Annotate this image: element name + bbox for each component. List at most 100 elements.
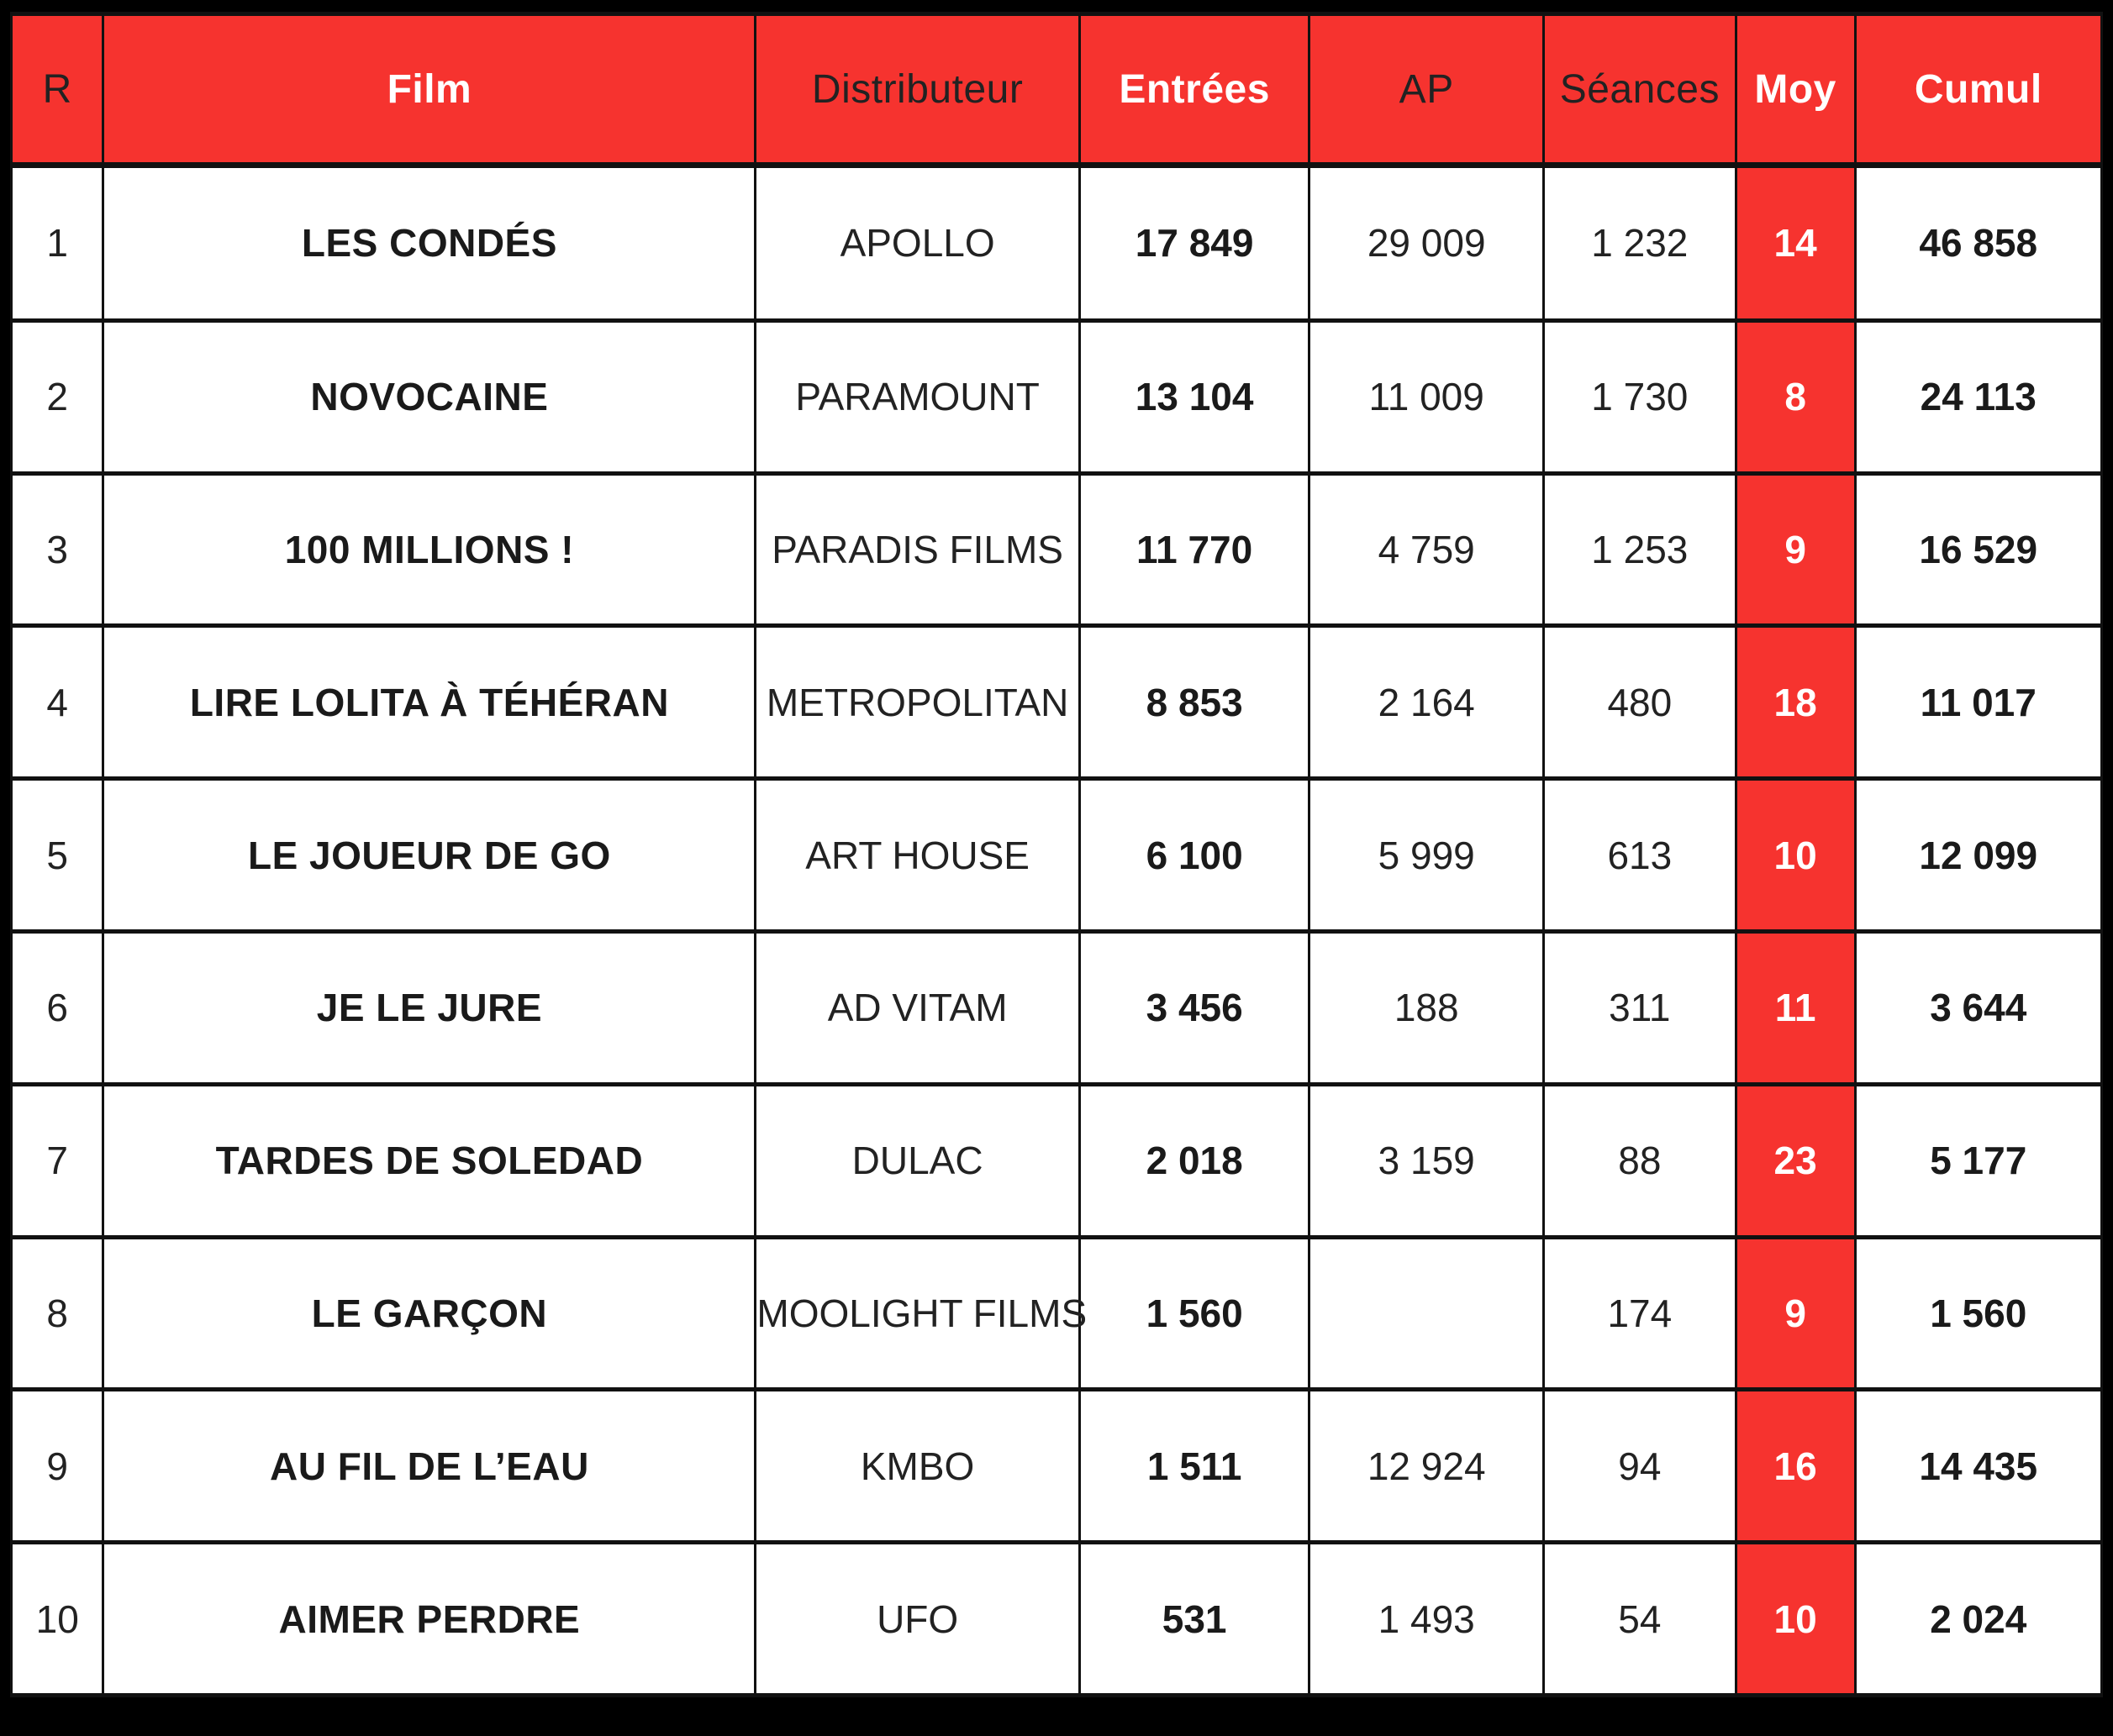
table-row: 4 LIRE LOLITA À TÉHÉRAN METROPOLITAN 8 8…	[9, 623, 2103, 781]
cell-rank: 8	[9, 1234, 105, 1392]
cell-ap: 5 999	[1308, 776, 1545, 934]
table-row: 1 LES CONDÉS APOLLO 17 849 29 009 1 232 …	[9, 163, 2103, 323]
cell-entries: 2 018	[1078, 1081, 1311, 1239]
cell-film: NOVOCAINE	[102, 318, 757, 476]
cell-moy: 23	[1734, 1081, 1857, 1239]
cell-distributor: KMBO	[754, 1387, 1081, 1545]
cell-distributor: METROPOLITAN	[754, 623, 1081, 781]
header-ap: AP	[1308, 12, 1545, 168]
cell-entries: 17 849	[1078, 163, 1311, 323]
cell-film: LIRE LOLITA À TÉHÉRAN	[102, 623, 757, 781]
table-row: 2 NOVOCAINE PARAMOUNT 13 104 11 009 1 73…	[9, 318, 2103, 476]
cell-moy: 8	[1734, 318, 1857, 476]
header-film: Film	[102, 12, 757, 168]
header-entries: Entrées	[1078, 12, 1311, 168]
cell-cumul: 3 644	[1853, 928, 2103, 1086]
cell-cumul: 5 177	[1853, 1081, 2103, 1239]
cell-moy: 16	[1734, 1387, 1857, 1545]
cell-moy: 10	[1734, 1540, 1857, 1697]
cell-rank: 7	[9, 1081, 105, 1239]
table-row: 5 LE JOUEUR DE GO ART HOUSE 6 100 5 999 …	[9, 776, 2103, 934]
cell-cumul: 12 099	[1853, 776, 2103, 934]
cell-moy: 18	[1734, 623, 1857, 781]
header-row: R Film Distributeur Entrées AP Séances M…	[9, 12, 2103, 168]
cell-distributor: UFO	[754, 1540, 1081, 1697]
cell-film: 100 MILLIONS !	[102, 471, 757, 629]
cell-ap: 11 009	[1308, 318, 1545, 476]
cell-rank: 2	[9, 318, 105, 476]
cell-cumul: 16 529	[1853, 471, 2103, 629]
cell-film: AU FIL DE L’EAU	[102, 1387, 757, 1545]
table-body: 1 LES CONDÉS APOLLO 17 849 29 009 1 232 …	[9, 163, 2103, 1697]
cell-ap	[1308, 1234, 1545, 1392]
cell-distributor: PARADIS FILMS	[754, 471, 1081, 629]
table-row: 3 100 MILLIONS ! PARADIS FILMS 11 770 4 …	[9, 471, 2103, 629]
header-cumul: Cumul	[1853, 12, 2103, 168]
cell-seances: 54	[1541, 1540, 1737, 1697]
cell-seances: 1 730	[1541, 318, 1737, 476]
cell-cumul: 14 435	[1853, 1387, 2103, 1545]
header-seances: Séances	[1541, 12, 1737, 168]
cell-entries: 1 560	[1078, 1234, 1311, 1392]
cell-rank: 5	[9, 776, 105, 934]
cell-ap: 29 009	[1308, 163, 1545, 323]
table-row: 8 LE GARÇON MOOLIGHT FILMS 1 560 174 9 1…	[9, 1234, 2103, 1392]
cell-entries: 8 853	[1078, 623, 1311, 781]
cell-rank: 3	[9, 471, 105, 629]
cell-seances: 94	[1541, 1387, 1737, 1545]
cell-cumul: 46 858	[1853, 163, 2103, 323]
cell-moy: 10	[1734, 776, 1857, 934]
cell-cumul: 1 560	[1853, 1234, 2103, 1392]
cell-ap: 2 164	[1308, 623, 1545, 781]
cell-seances: 480	[1541, 623, 1737, 781]
cell-ap: 3 159	[1308, 1081, 1545, 1239]
cell-distributor: MOOLIGHT FILMS	[754, 1234, 1087, 1392]
cell-film: LE JOUEUR DE GO	[102, 776, 757, 934]
cell-ap: 12 924	[1308, 1387, 1545, 1545]
cell-entries: 11 770	[1078, 471, 1311, 629]
cell-distributor: PARAMOUNT	[754, 318, 1081, 476]
cell-film: LE GARÇON	[102, 1234, 757, 1392]
cell-moy: 9	[1734, 1234, 1857, 1392]
cell-seances: 1 253	[1541, 471, 1737, 629]
cell-ap: 188	[1308, 928, 1545, 1086]
cell-seances: 1 232	[1541, 163, 1737, 323]
cell-seances: 311	[1541, 928, 1737, 1086]
cell-rank: 4	[9, 623, 105, 781]
header-moy: Moy	[1734, 12, 1857, 168]
cell-distributor: AD VITAM	[754, 928, 1081, 1086]
table-row: 10 AIMER PERDRE UFO 531 1 493 54 10 2 02…	[9, 1540, 2103, 1697]
cell-cumul: 11 017	[1853, 623, 2103, 781]
cell-entries: 1 511	[1078, 1387, 1311, 1545]
header-rank: R	[9, 12, 105, 168]
cell-seances: 88	[1541, 1081, 1737, 1239]
box-office-table: R Film Distributeur Entrées AP Séances M…	[9, 12, 2103, 1697]
table-row: 6 JE LE JURE AD VITAM 3 456 188 311 11 3…	[9, 928, 2103, 1086]
cell-entries: 6 100	[1078, 776, 1311, 934]
cell-entries: 3 456	[1078, 928, 1311, 1086]
cell-cumul: 24 113	[1853, 318, 2103, 476]
cell-moy: 9	[1734, 471, 1857, 629]
table-frame: R Film Distributeur Entrées AP Séances M…	[9, 12, 2103, 1697]
cell-film: JE LE JURE	[102, 928, 757, 1086]
cell-rank: 1	[9, 163, 105, 323]
cell-seances: 613	[1541, 776, 1737, 934]
cell-rank: 9	[9, 1387, 105, 1545]
header-distributor: Distributeur	[754, 12, 1081, 168]
cell-cumul: 2 024	[1853, 1540, 2103, 1697]
cell-seances: 174	[1541, 1234, 1737, 1392]
cell-moy: 11	[1734, 928, 1857, 1086]
cell-film: TARDES DE SOLEDAD	[102, 1081, 757, 1239]
cell-film: AIMER PERDRE	[102, 1540, 757, 1697]
cell-rank: 10	[9, 1540, 105, 1697]
table-row: 7 TARDES DE SOLEDAD DULAC 2 018 3 159 88…	[9, 1081, 2103, 1239]
cell-ap: 4 759	[1308, 471, 1545, 629]
cell-entries: 13 104	[1078, 318, 1311, 476]
cell-distributor: APOLLO	[754, 163, 1081, 323]
cell-rank: 6	[9, 928, 105, 1086]
cell-film: LES CONDÉS	[102, 163, 757, 323]
cell-moy: 14	[1734, 163, 1857, 323]
cell-ap: 1 493	[1308, 1540, 1545, 1697]
cell-entries: 531	[1078, 1540, 1311, 1697]
